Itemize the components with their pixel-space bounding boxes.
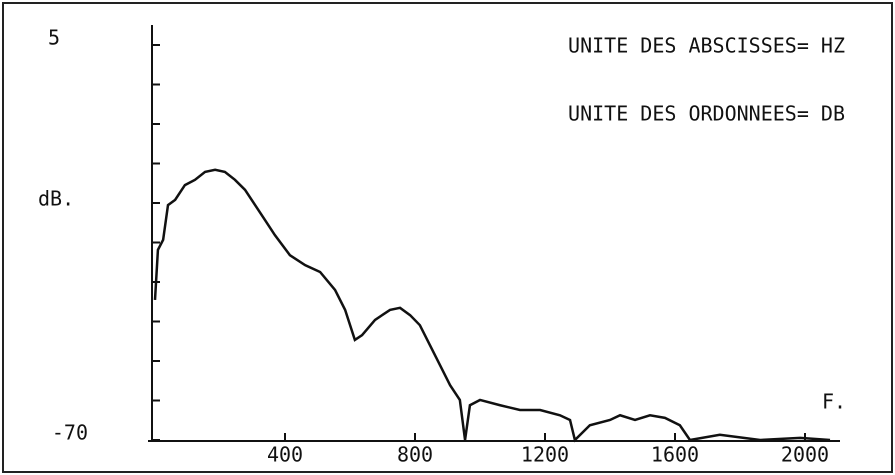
y-tick-label: 5 xyxy=(48,26,60,50)
x-tick-label: 400 xyxy=(267,443,303,467)
x-tick-label: 2000 xyxy=(781,443,829,467)
x-tick-label: 1200 xyxy=(521,443,569,467)
x-tick-label: 800 xyxy=(397,443,433,467)
x-axis-label: F. xyxy=(822,390,846,414)
spectrum-line xyxy=(153,168,831,443)
annotation: UNITE DES ABSCISSES= HZ xyxy=(568,34,845,58)
x-tick-label: 1600 xyxy=(651,443,699,467)
annotation: UNITE DES ORDONNEES= DB xyxy=(568,102,845,126)
y-tick-label: -70 xyxy=(52,421,88,445)
y-axis-label: dB. xyxy=(38,187,74,211)
